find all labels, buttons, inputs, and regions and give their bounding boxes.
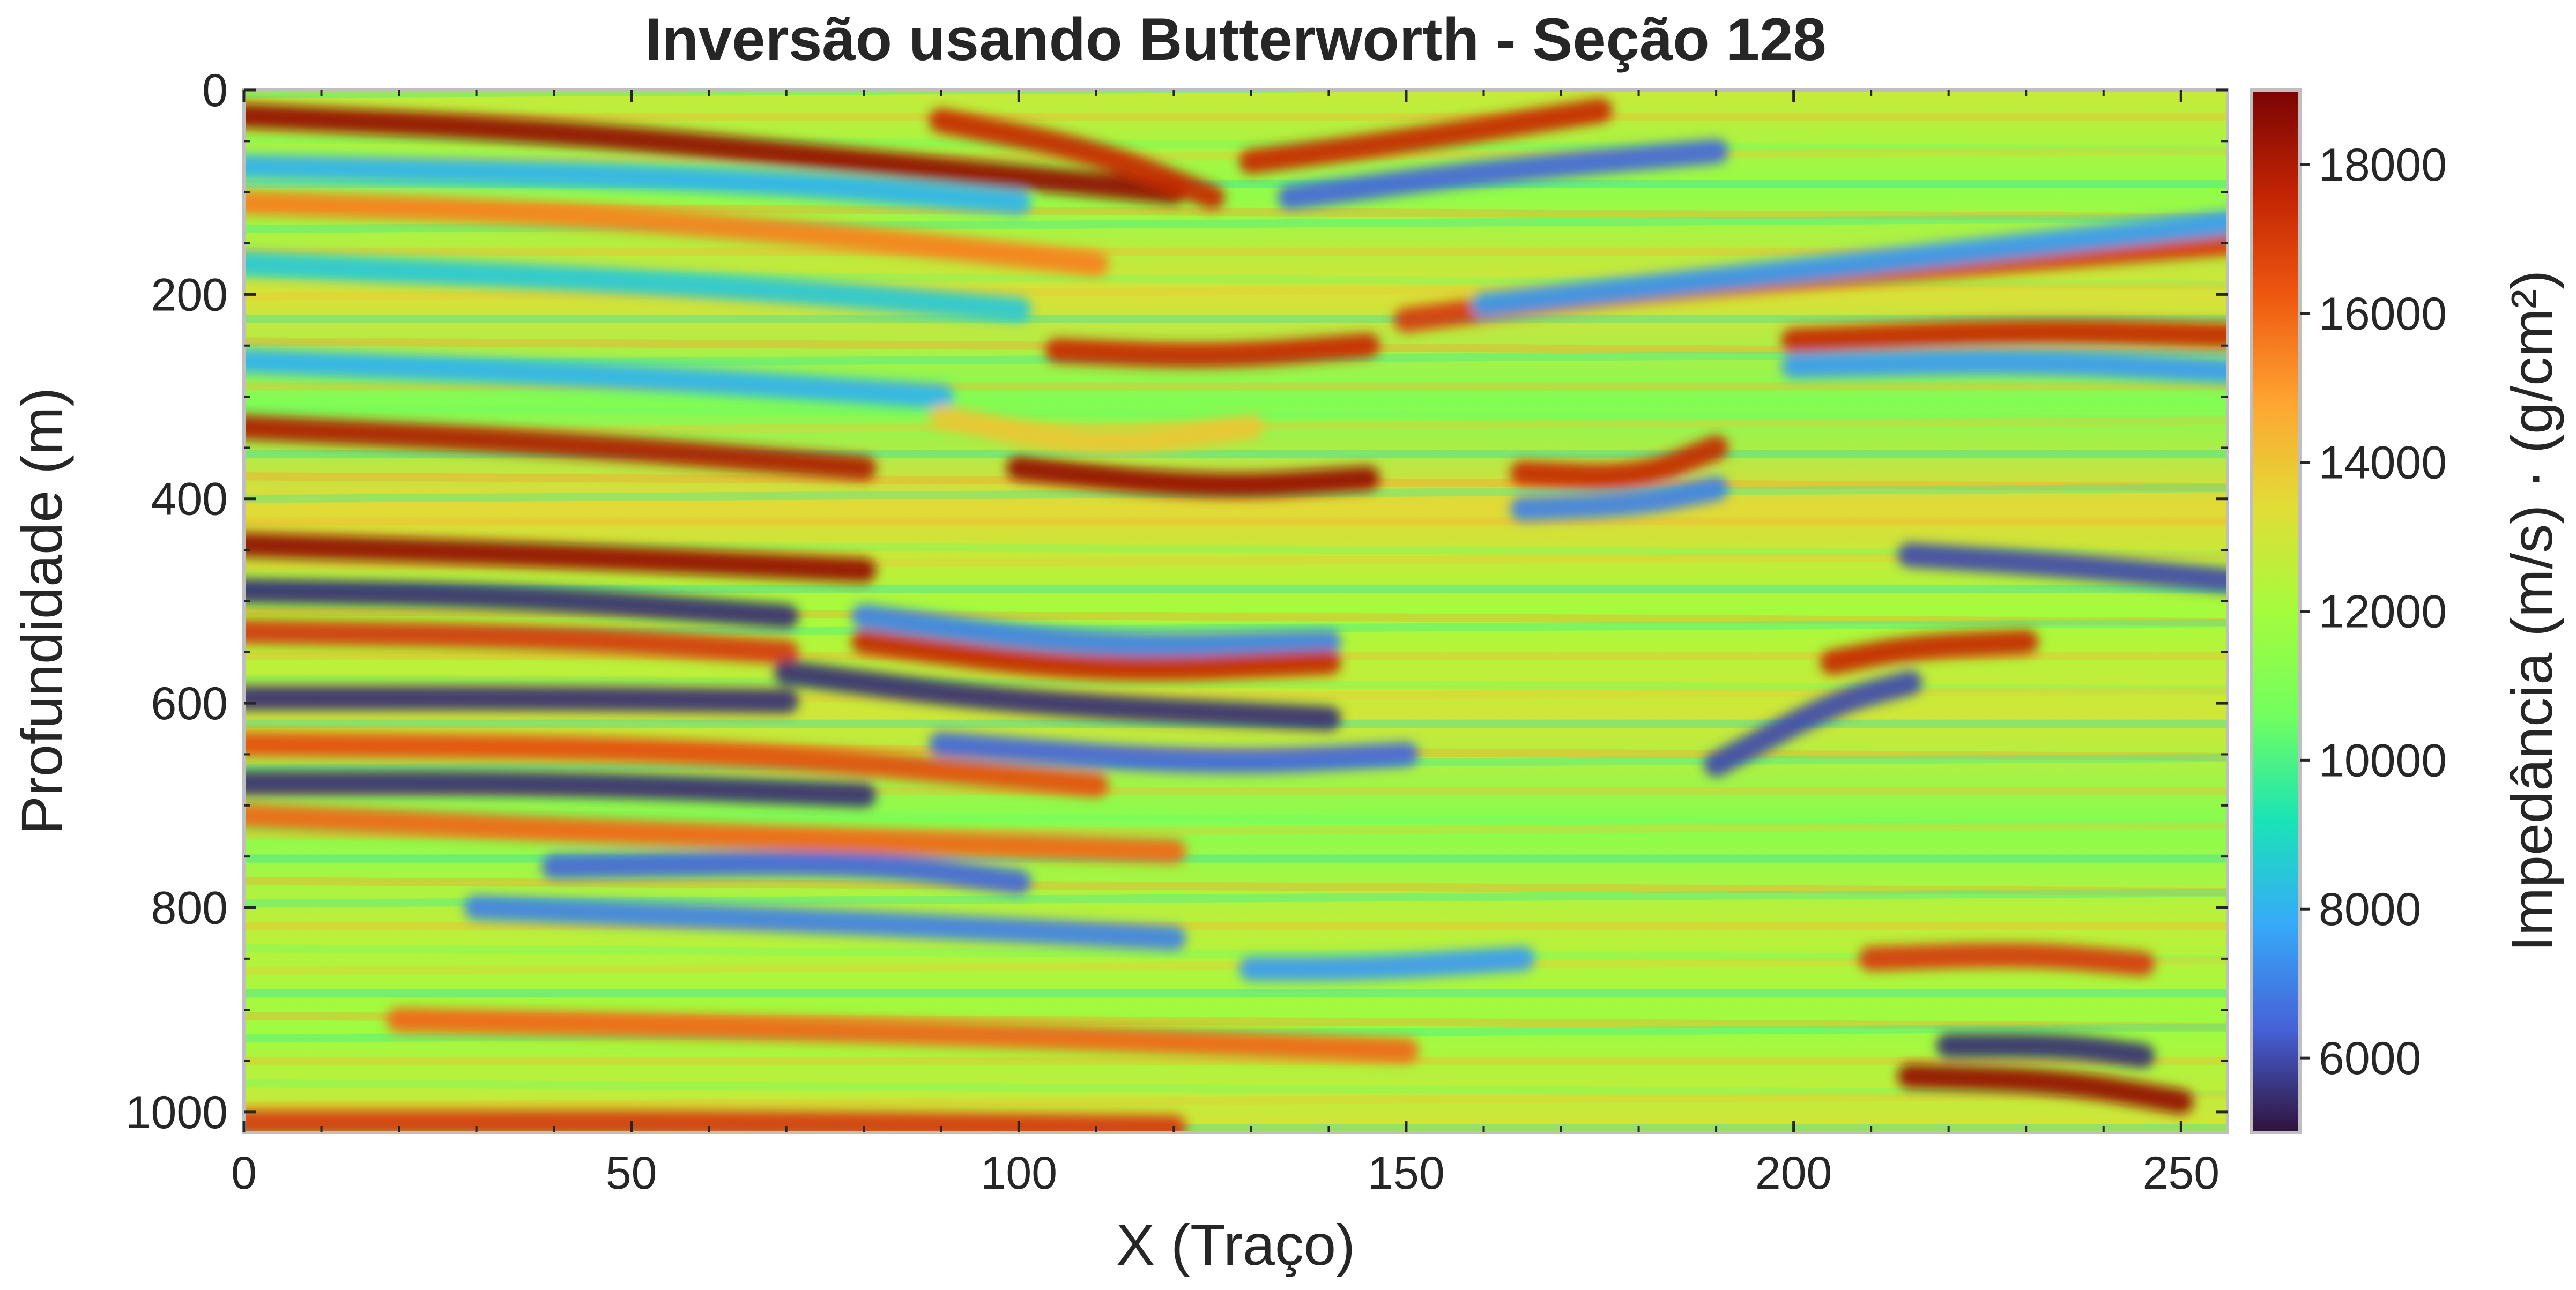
y-axis-label: Profundidade (m) <box>9 387 74 834</box>
reflector-band <box>1510 435 1729 489</box>
colorbar-tick-label: 16000 <box>2319 288 2447 340</box>
colorbar-tick-label: 6000 <box>2319 1033 2421 1084</box>
reflector-band <box>1820 629 2039 675</box>
reflector-band <box>464 895 1186 951</box>
reflector-band <box>244 770 877 808</box>
reflector-band <box>1936 1033 2155 1068</box>
texture-band <box>244 944 2228 964</box>
reflector-band <box>244 103 1186 205</box>
reflector-band <box>244 732 1109 797</box>
texture-band <box>244 674 2228 694</box>
x-axis-label: X (Traço) <box>1116 1212 1355 1277</box>
reflector-band <box>1278 139 1729 210</box>
texture-band <box>244 247 2228 256</box>
reflector-band <box>1704 670 1922 777</box>
colorbar-tick-label: 18000 <box>2319 139 2447 191</box>
texture-band <box>244 956 2228 975</box>
chart-title: Inversão usando Butterworth - Seção 128 <box>645 6 1826 73</box>
texture-band <box>244 1079 2228 1099</box>
colorbar-tick-label: 10000 <box>2319 735 2447 786</box>
reflector-band <box>851 604 1341 658</box>
texture-band <box>244 854 2228 863</box>
reflector-band <box>244 190 1109 277</box>
heatmap-reflectors <box>244 98 2228 1132</box>
colorbar-tick-label: 12000 <box>2319 586 2447 638</box>
texture-band <box>244 1056 2228 1065</box>
reflector-band <box>244 348 954 409</box>
x-tick-label: 50 <box>606 1147 657 1199</box>
y-tick-label: 1000 <box>125 1087 228 1138</box>
reflector-band <box>244 803 1186 864</box>
reflector-band <box>929 405 1264 454</box>
reflector-band <box>929 108 1225 210</box>
x-tick-label: 0 <box>231 1147 257 1199</box>
reflector-band <box>1781 319 2228 353</box>
reflector-band <box>1006 456 1380 498</box>
texture-band <box>244 618 2228 638</box>
y-tick-label: 200 <box>151 269 228 320</box>
x-tick-label: 100 <box>981 1147 1058 1199</box>
heatmap-image <box>244 90 2228 1132</box>
texture-band <box>244 315 2228 323</box>
x-tick-label: 200 <box>1755 1147 1832 1199</box>
reflector-band <box>244 1109 1186 1132</box>
reflector-band <box>929 732 1419 774</box>
reflector-band <box>244 154 1031 215</box>
reflector-band <box>244 619 799 665</box>
y-axis: 0 200 400 600 800 1000 <box>125 65 2228 1138</box>
reflector-band <box>244 251 1031 322</box>
reflector-band <box>1471 210 2228 317</box>
reflector-band <box>1897 542 2228 593</box>
texture-band <box>244 90 1757 99</box>
reflector-band <box>387 1008 1419 1063</box>
colorbar-fill <box>2250 88 2302 1134</box>
texture-band <box>244 405 2228 424</box>
texture-band <box>244 112 2228 121</box>
y-tick-label: 600 <box>151 678 228 729</box>
texture-band <box>244 1091 2228 1110</box>
x-tick-label: 150 <box>1368 1147 1445 1199</box>
reflector-band <box>244 532 877 583</box>
reflector-band <box>244 685 799 714</box>
colorbar-tick-label: 8000 <box>2319 884 2421 935</box>
reflector-band <box>541 851 1031 894</box>
texture-band <box>244 517 2228 526</box>
y-tick-label: 0 <box>202 65 228 116</box>
reflector-band <box>1238 946 1535 981</box>
colorbar: 6000 8000 10000 12000 14000 16000 18000 Impedâ… <box>2250 88 2564 1134</box>
texture-band <box>244 540 2228 559</box>
texture-band <box>244 809 2228 829</box>
texture-band <box>244 922 2228 930</box>
reflector-band <box>1238 98 1613 174</box>
texture-band <box>244 877 2228 896</box>
texture-band <box>244 202 2228 222</box>
reflector-band <box>1781 350 2228 384</box>
texture-band <box>244 989 2228 998</box>
texture-band <box>244 584 2228 593</box>
plot-frame <box>242 88 2229 1134</box>
reflector-band <box>244 415 877 481</box>
reflector-band <box>1897 1064 2194 1114</box>
texture-band <box>244 889 2228 908</box>
reflector-band <box>1859 943 2155 976</box>
colorbar-ticks: 6000 8000 10000 12000 14000 16000 18000 <box>2300 139 2447 1084</box>
y-tick-label: 800 <box>151 882 228 934</box>
reflector-band <box>1045 333 1380 368</box>
x-axis: 0 50 100 150 200 250 <box>231 90 2219 1199</box>
colorbar-tick-label: 14000 <box>2319 437 2447 489</box>
x-tick-label: 250 <box>2143 1147 2220 1199</box>
reflector-band <box>244 578 799 629</box>
reflector-band <box>774 660 1341 731</box>
reflector-band <box>1510 476 1729 521</box>
y-tick-label: 400 <box>151 474 228 525</box>
reflector-band <box>851 629 1341 681</box>
colorbar-label: Impedância (m/s) · (g/cm²) <box>2499 270 2564 952</box>
